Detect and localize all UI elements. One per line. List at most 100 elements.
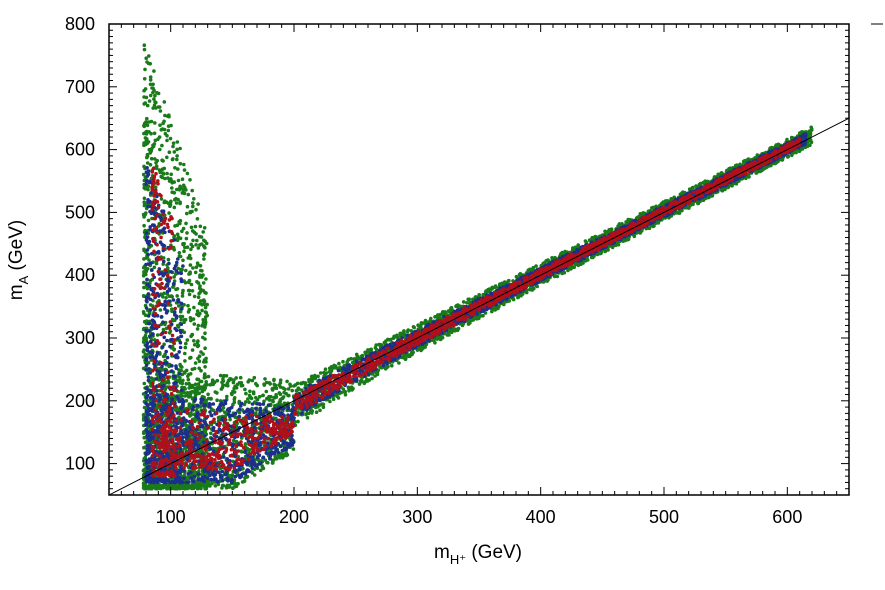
data-point <box>287 393 291 398</box>
data-point <box>176 304 181 308</box>
data-point <box>310 411 314 415</box>
data-point <box>166 128 171 133</box>
data-point <box>191 204 195 209</box>
data-point <box>142 335 147 340</box>
data-point <box>142 223 146 228</box>
data-point <box>175 157 179 162</box>
data-point <box>624 220 628 224</box>
data-point <box>176 178 181 183</box>
data-point <box>167 211 171 215</box>
data-point <box>185 171 190 176</box>
data-point <box>270 386 275 391</box>
data-point <box>155 333 160 337</box>
data-point <box>183 245 187 250</box>
data-point <box>160 158 164 162</box>
data-point <box>263 377 267 381</box>
data-point <box>473 295 478 299</box>
data-point <box>193 390 198 394</box>
data-point <box>142 196 147 201</box>
data-point <box>186 288 191 293</box>
data-point <box>151 106 155 110</box>
data-point <box>189 318 193 323</box>
data-point <box>195 217 200 221</box>
data-point <box>333 364 338 368</box>
data-point <box>202 385 207 389</box>
data-point <box>336 396 341 400</box>
data-point <box>248 389 252 394</box>
data-point <box>147 484 151 488</box>
data-point <box>168 329 173 333</box>
data-point <box>202 226 207 230</box>
data-point <box>368 348 373 353</box>
data-point <box>165 138 169 143</box>
data-point <box>270 461 275 465</box>
data-points <box>141 43 814 491</box>
data-point <box>143 186 148 191</box>
data-point <box>142 200 146 204</box>
data-point <box>201 288 206 293</box>
data-point <box>142 131 146 136</box>
data-point <box>162 100 167 104</box>
data-point <box>254 381 258 386</box>
data-point <box>257 394 262 399</box>
data-point <box>172 150 177 154</box>
data-point <box>390 363 394 368</box>
data-point <box>303 381 308 385</box>
data-point <box>262 383 267 387</box>
data-point <box>252 375 257 380</box>
data-point <box>192 197 196 201</box>
data-point <box>243 387 247 392</box>
data-point <box>197 291 201 296</box>
data-point <box>250 471 255 475</box>
data-point <box>204 277 208 281</box>
data-point <box>145 286 150 291</box>
data-point <box>195 344 200 349</box>
data-point <box>209 396 213 401</box>
data-point <box>196 339 200 343</box>
data-point <box>251 391 256 396</box>
data-point <box>196 246 201 250</box>
data-point <box>227 483 231 488</box>
data-point <box>203 305 208 310</box>
data-point <box>175 232 180 237</box>
data-point <box>255 397 260 402</box>
data-point <box>272 378 276 383</box>
data-point <box>568 267 573 271</box>
data-point <box>142 285 146 290</box>
data-point <box>188 263 193 267</box>
data-point <box>231 389 235 394</box>
data-point <box>180 294 185 298</box>
data-point <box>465 301 469 305</box>
data-point <box>188 178 192 182</box>
data-point <box>163 199 167 203</box>
data-point <box>193 382 198 387</box>
data-point <box>225 394 229 399</box>
data-point <box>488 288 493 292</box>
data-point <box>172 191 177 195</box>
data-point <box>175 187 179 192</box>
data-point <box>453 328 457 333</box>
data-point <box>180 365 184 369</box>
data-point <box>193 386 197 391</box>
data-point <box>161 256 166 260</box>
data-point <box>171 144 175 149</box>
data-point <box>234 386 239 390</box>
data-point <box>148 75 153 79</box>
data-point <box>186 374 190 379</box>
data-point <box>181 288 185 293</box>
data-point <box>182 191 187 196</box>
data-point <box>268 382 273 386</box>
data-point <box>165 155 169 160</box>
data-point <box>337 361 341 366</box>
data-point <box>184 188 188 192</box>
data-point <box>178 200 182 204</box>
data-point <box>418 324 423 329</box>
data-point <box>203 315 208 319</box>
data-point <box>171 157 175 161</box>
data-point <box>157 135 162 139</box>
data-point <box>446 309 451 314</box>
data-point <box>184 221 188 226</box>
data-point <box>173 197 177 202</box>
data-point <box>185 245 190 249</box>
data-point <box>191 317 196 321</box>
